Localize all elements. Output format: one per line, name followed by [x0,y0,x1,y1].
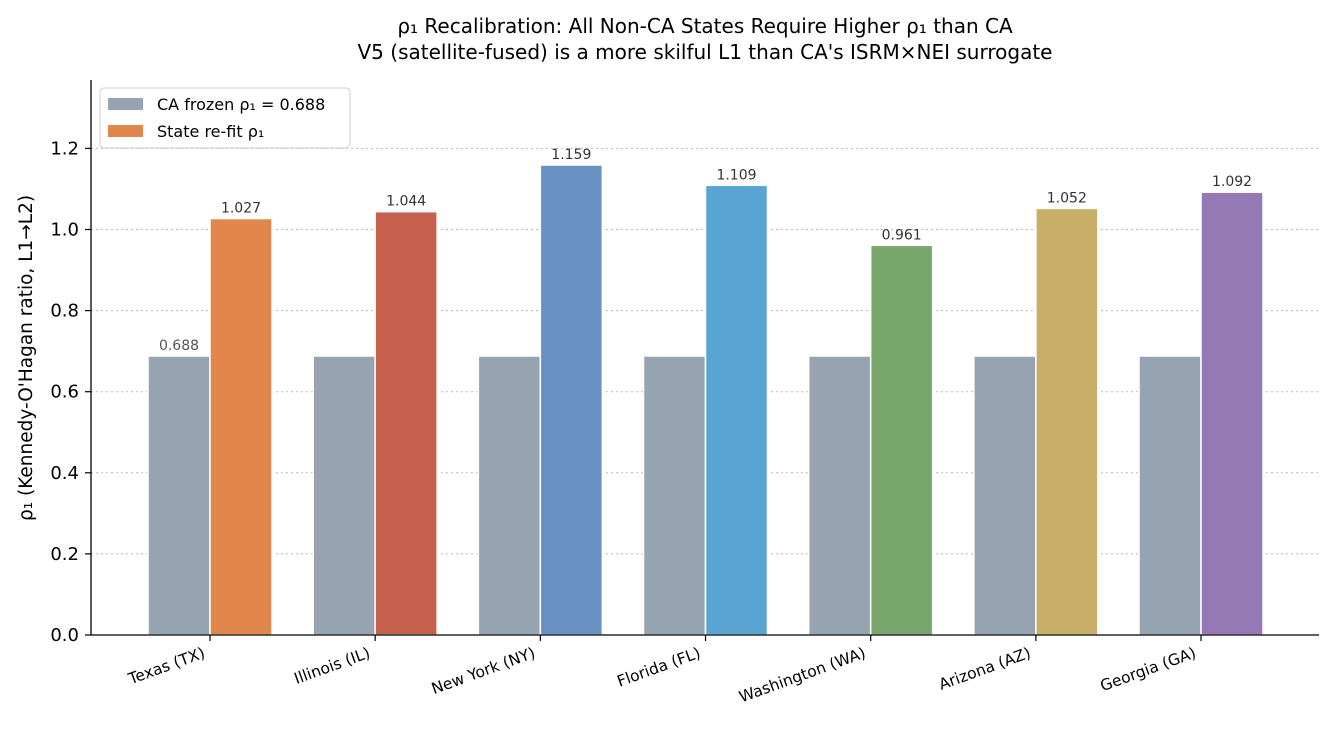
bar-value-label: 1.052 [1047,190,1087,206]
y-tick-label: 0.6 [50,382,79,403]
x-tick-label: Georgia (GA) [1098,644,1199,695]
y-ticks: 0.0 0.2 0.4 0.6 0.8 1.0 1.2 [50,138,91,646]
bar-state-refit [374,210,438,636]
y-tick-label: 0.4 [50,463,79,484]
bar-ca-frozen [973,355,1037,636]
bar-ca-frozen [807,355,872,636]
y-tick-label: 0.8 [50,301,79,322]
x-tick-label: New York (NY) [429,644,538,698]
bar-state-refit [1035,207,1099,636]
x-tick-label: Illinois (IL) [292,644,373,688]
bar-ca-frozen [642,355,707,636]
chart-subtitle: V5 (satellite-fused) is a more skilful L… [358,40,1053,64]
bar-state-refit [1200,191,1264,636]
bar-value-label: 1.109 [716,167,756,183]
bar-state-refit [704,184,769,636]
legend-box [99,87,351,149]
bar-ca-frozen [477,355,542,636]
x-tick-label: Florida (FL) [615,644,703,691]
x-tick-label: Arizona (AZ) [936,644,1033,694]
chart-title: ρ₁ Recalibration: All Non-CA States Requ… [397,14,1013,38]
y-axis-title: ρ₁ (Kennedy-O'Hagan ratio, L1→L2) [16,195,37,521]
bar-value-label: 1.044 [386,194,426,210]
bar-value-label: 1.092 [1212,174,1252,190]
x-tick-label: Texas (TX) [125,644,207,689]
legend-swatch-state-refit [108,125,143,137]
legend-label-ca-frozen: CA frozen ρ₁ = 0.688 [157,95,325,114]
bar-ca-frozen [147,355,211,636]
bar-state-refit [209,217,273,636]
legend-swatch-ca-frozen [108,98,143,110]
legend-label-state-refit: State re-fit ρ₁ [157,122,264,141]
y-tick-label: 1.0 [50,220,79,241]
y-tick-label: 0.0 [50,625,79,646]
y-tick-label: 1.2 [50,138,79,159]
bar-state-refit [539,164,604,636]
bar-ca-frozen [1138,355,1202,636]
x-tick-label: Washington (WA) [737,644,868,706]
bar-ca-frozen [312,355,376,636]
bar-value-label: 1.027 [221,201,261,217]
bar-value-label: 0.961 [882,227,922,243]
bar-value-labels: 0.688 1.027 1.044 1.159 1.109 0.961 1.052 1.092 [159,147,1252,354]
bar-value-label: 1.159 [551,147,591,163]
bars [147,164,1264,636]
y-tick-label: 0.2 [50,544,79,565]
bar-state-refit [869,244,934,636]
bar-value-label-ca: 0.688 [159,338,199,354]
x-ticks: Texas (TX) Illinois (IL) New York (NY) Flor… [125,635,1202,706]
legend: CA frozen ρ₁ = 0.688 State re-fit ρ₁ [99,87,351,149]
